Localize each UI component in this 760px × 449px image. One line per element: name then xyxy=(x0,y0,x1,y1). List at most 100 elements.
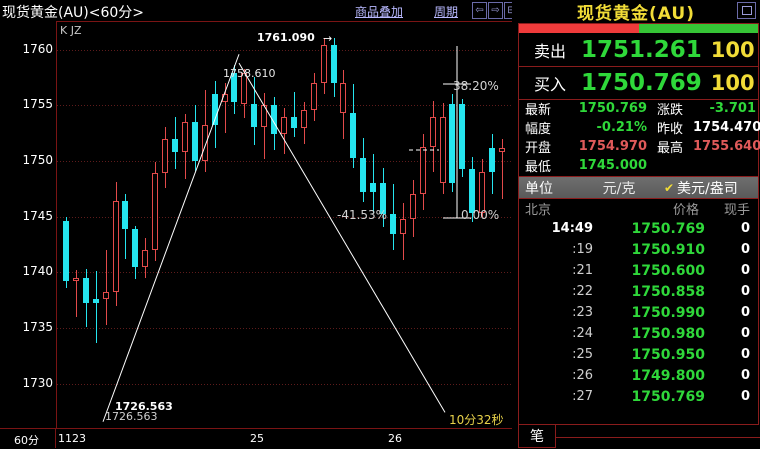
unit-selector[interactable]: 单位 元/克 ✔ 美元/盎司 xyxy=(519,176,758,199)
page-title: 现货黄金(AU)<60分> xyxy=(2,5,145,21)
candlestick-series xyxy=(57,22,513,428)
field-value-pct: -0.21% xyxy=(596,120,648,135)
candle-body xyxy=(73,277,79,282)
x-timeframe-label[interactable]: 60分 xyxy=(14,434,39,447)
quote-field-row: 幅度 -0.21% 昨收 1754.470 xyxy=(519,118,760,137)
candle-body xyxy=(142,250,148,267)
field-label-low: 最低 xyxy=(525,160,552,175)
next-arrow-icon[interactable]: ⇨ xyxy=(488,2,503,19)
chart-header: 现货黄金(AU)<60分> 商品叠加 周期 ⇦ ⇨ ⊟ xyxy=(0,0,519,21)
candle-body xyxy=(360,157,366,193)
field-label-last: 最新 xyxy=(525,103,552,118)
quote-pane: 现货黄金(AU) 卖出 1751.261 100 买入 1750.769 100… xyxy=(512,0,760,448)
quote-field-row: 最低 1745.000 xyxy=(519,156,758,175)
candle-body xyxy=(192,122,198,162)
tick-time: :26 xyxy=(572,368,593,383)
chart-pane: 现货黄金(AU)<60分> 商品叠加 周期 ⇦ ⇨ ⊟ 1730 1735 1740… xyxy=(0,0,519,449)
restore-window-icon[interactable] xyxy=(737,2,756,19)
tick-row[interactable]: :23 1750.990 0 xyxy=(519,302,758,323)
tick-volume: 0 xyxy=(740,263,750,278)
candle-body xyxy=(231,73,237,103)
tick-row[interactable]: :27 1750.769 0 xyxy=(519,386,758,407)
candle-body xyxy=(321,45,327,84)
candle-body xyxy=(400,218,406,235)
x-axis: 60分 1123 25 26 xyxy=(0,428,512,449)
ask-row[interactable]: 卖出 1751.261 100 xyxy=(519,33,758,67)
candle-body xyxy=(241,73,247,105)
field-value-open: 1754.970 xyxy=(578,139,647,154)
field-value-last: 1750.769 xyxy=(578,101,647,116)
prev-arrow-icon[interactable]: ⇦ xyxy=(472,2,487,19)
field-value-low: 1745.000 xyxy=(578,158,647,173)
candle-body xyxy=(469,168,475,214)
period-link[interactable]: 周期 xyxy=(434,5,459,19)
overlay-link[interactable]: 商品叠加 xyxy=(355,5,404,19)
field-value-high: 1755.640 xyxy=(693,139,760,154)
unit-option-usd[interactable]: 美元/盎司 xyxy=(677,180,738,197)
tick-price: 1750.858 xyxy=(631,283,705,300)
tick-price: 1749.800 xyxy=(631,367,705,384)
candle-body xyxy=(103,292,109,299)
candle-body xyxy=(212,94,218,126)
ask-label: 卖出 xyxy=(533,41,566,61)
tick-price: 1750.769 xyxy=(631,220,705,237)
quote-field-row: 开盘 1754.970 最高 1755.640 xyxy=(519,137,760,156)
field-label-prevclose: 昨收 xyxy=(656,122,683,137)
gridline xyxy=(57,328,513,329)
ask-volume: 100 xyxy=(710,37,755,62)
tick-row[interactable]: :21 1750.600 0 xyxy=(519,260,758,281)
field-label-change: 涨跌 xyxy=(656,103,683,118)
price-plot[interactable]: K JZ 1761.090 → 1758.610 1726.563 1726.5… xyxy=(56,21,513,428)
tick-volume: 0 xyxy=(740,305,750,320)
tick-row[interactable]: :26 1749.800 0 xyxy=(519,365,758,386)
k-indicator-label: K JZ xyxy=(60,24,82,37)
tick-volume: 0 xyxy=(740,368,750,383)
bid-row[interactable]: 买入 1750.769 100 xyxy=(519,66,758,100)
candle-body xyxy=(93,298,99,304)
tick-time: :22 xyxy=(572,284,593,299)
y-tick-label: 1735 xyxy=(22,319,53,334)
candle-body xyxy=(202,125,208,162)
candle-body xyxy=(83,277,89,304)
tick-row[interactable]: :22 1750.858 0 xyxy=(519,281,758,302)
candle-body xyxy=(281,116,287,135)
bid-volume: 100 xyxy=(710,70,755,95)
tick-col-time: 北京 xyxy=(525,202,552,218)
candle-body xyxy=(499,147,505,153)
tab-ticks[interactable]: 笔 xyxy=(518,425,556,448)
ask-price: 1751.261 xyxy=(581,36,702,63)
tick-volume: 0 xyxy=(740,221,750,236)
candle-body xyxy=(152,173,158,251)
gridline xyxy=(57,217,513,218)
tick-volume: 0 xyxy=(740,284,750,299)
tick-price: 1750.990 xyxy=(631,304,705,321)
unit-label: 单位 xyxy=(525,180,553,197)
quote-field-row: 最新 1750.769 涨跌 -3.701 xyxy=(519,99,758,118)
depth-bar xyxy=(519,24,758,33)
tick-time: :24 xyxy=(572,326,593,341)
tick-time: :27 xyxy=(572,389,593,404)
tick-row[interactable]: :25 1750.950 0 xyxy=(519,344,758,365)
candle-body xyxy=(479,172,485,214)
depth-bar-sell xyxy=(519,24,639,33)
tick-row[interactable]: :19 1750.910 0 xyxy=(519,239,758,260)
candle-body xyxy=(331,45,337,84)
x-tick-2: 26 xyxy=(388,432,402,445)
tick-row[interactable]: :24 1750.980 0 xyxy=(519,323,758,344)
candle-body xyxy=(380,183,386,215)
trendline-overlay xyxy=(102,46,471,422)
tick-time: :23 xyxy=(572,305,593,320)
field-label-high: 最高 xyxy=(656,141,683,156)
candle-wick xyxy=(76,270,77,317)
candle-body xyxy=(420,146,426,195)
candle-body xyxy=(459,104,465,169)
candle-wick xyxy=(106,250,107,325)
field-label-pct: 幅度 xyxy=(525,122,552,137)
tick-row[interactable]: 14:49 1750.769 0 xyxy=(519,218,758,239)
candle-body xyxy=(122,201,128,229)
gridline xyxy=(57,161,513,162)
tab-divider xyxy=(556,437,760,438)
x-tick-1: 25 xyxy=(250,432,264,445)
tick-table-header: 北京 价格 现手 xyxy=(519,198,758,218)
unit-option-cny[interactable]: 元/克 xyxy=(602,180,636,197)
